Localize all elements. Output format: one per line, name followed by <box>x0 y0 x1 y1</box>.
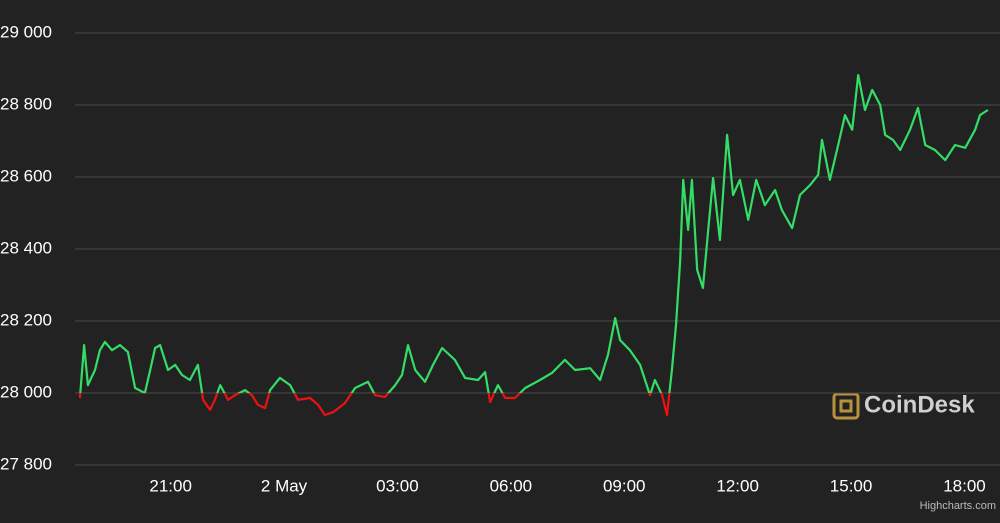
y-tick-label: 28 600 <box>0 166 52 185</box>
y-tick-label: 28 800 <box>0 94 52 113</box>
x-tick-label: 21:00 <box>149 476 192 495</box>
x-tick-label: 12:00 <box>716 476 759 495</box>
x-tick-label: 09:00 <box>603 476 646 495</box>
x-tick-label: 18:00 <box>943 476 986 495</box>
y-tick-label: 29 000 <box>0 22 52 41</box>
y-tick-label: 28 400 <box>0 238 52 257</box>
watermark: CoinDesk <box>864 391 975 418</box>
x-tick-label: 03:00 <box>376 476 419 495</box>
y-tick-label: 28 000 <box>0 382 52 401</box>
x-tick-label: 2 May <box>261 476 308 495</box>
watermark-logo <box>832 392 860 420</box>
x-tick-label: 15:00 <box>830 476 873 495</box>
y-tick-label: 27 800 <box>0 454 52 473</box>
x-tick-label: 06:00 <box>490 476 533 495</box>
price-line <box>78 74 989 417</box>
credits: Highcharts.com <box>920 500 996 512</box>
y-tick-label: 28 200 <box>0 310 52 329</box>
